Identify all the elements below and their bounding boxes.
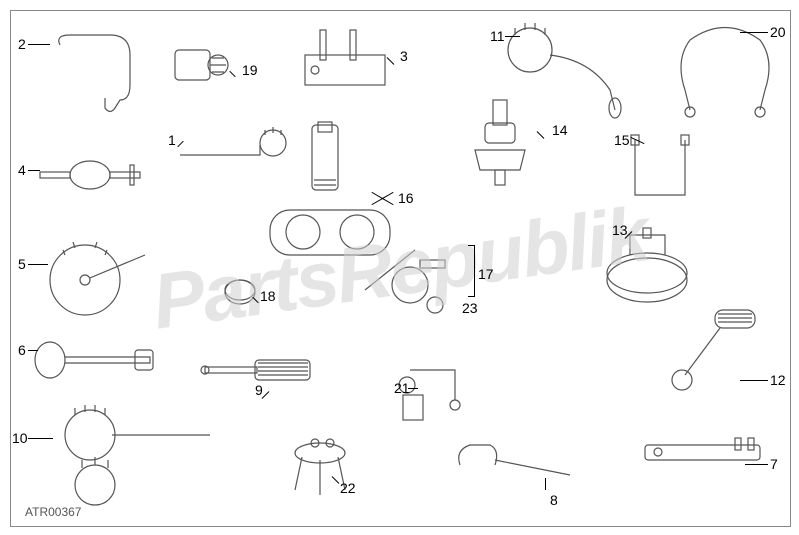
callout-16: 16 — [398, 190, 414, 206]
tool-4-puller — [35, 150, 145, 200]
tool-19-socket — [170, 40, 230, 95]
tool-2-hook — [50, 30, 140, 120]
callout-10: 10 — [12, 430, 28, 446]
tool-6-strapwrench — [30, 335, 160, 385]
tool-1-spanner — [175, 125, 295, 175]
callout-23: 23 — [462, 300, 478, 316]
callout-5: 5 — [18, 256, 26, 272]
callout-14: 14 — [552, 122, 568, 138]
leader — [745, 464, 768, 465]
tool-7-bar — [640, 430, 770, 475]
callout-20: 20 — [770, 24, 786, 40]
leader — [545, 478, 546, 490]
tool-10-wrench-castle — [50, 400, 220, 510]
leader — [28, 438, 53, 439]
callout-15: 15 — [614, 132, 630, 148]
leader — [505, 36, 520, 37]
callout-3: 3 — [400, 48, 408, 64]
leader — [28, 170, 40, 171]
callout-9: 9 — [255, 382, 263, 398]
leader — [740, 380, 768, 381]
tool-12-torque — [660, 300, 770, 400]
callout-2: 2 — [18, 36, 26, 52]
tool-3-bracket — [295, 25, 395, 95]
callout-6: 6 — [18, 342, 26, 358]
tool-8-hookspanner — [450, 430, 580, 490]
tool-16-socket-tall — [300, 120, 350, 205]
leader — [408, 388, 418, 389]
callout-12: 12 — [770, 372, 786, 388]
callout-11: 11 — [490, 28, 505, 44]
tool-20-clamp — [670, 20, 780, 130]
callout-8: 8 — [550, 492, 558, 508]
tool-15-ubracket — [625, 130, 695, 205]
diagram-code: ATR00367 — [25, 505, 81, 519]
callout-4: 4 — [18, 162, 26, 178]
callout-19: 19 — [242, 62, 258, 78]
callout-22: 22 — [340, 480, 356, 496]
tool-14-extractor — [465, 95, 535, 190]
tool-18-ring — [220, 275, 260, 310]
leader — [28, 264, 48, 265]
callout-17: 17 — [478, 266, 494, 282]
leader — [28, 44, 50, 45]
callout-1: 1 — [168, 132, 176, 148]
callout-18: 18 — [260, 288, 276, 304]
tool-17-assembly — [345, 230, 465, 320]
leader — [28, 350, 38, 351]
bracket-17 — [468, 245, 475, 297]
leader — [740, 32, 768, 33]
tool-5-gauge — [45, 230, 165, 320]
callout-7: 7 — [770, 456, 778, 472]
